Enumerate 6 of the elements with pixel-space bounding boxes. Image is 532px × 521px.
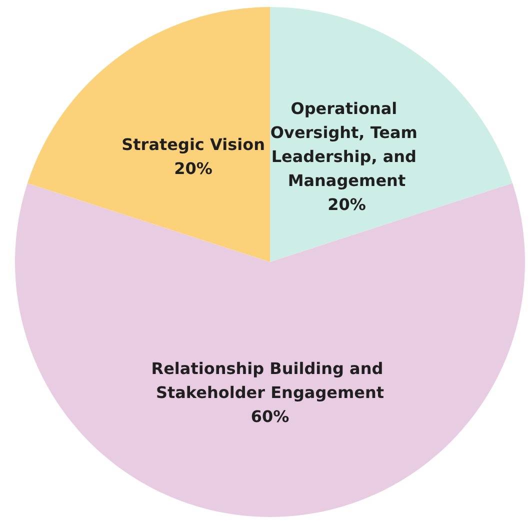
slice-label: Relationship Building and Stakeholder Engagement [151,359,389,402]
data-label: 20% [174,158,212,178]
slice-label: Operational Oversight, Team Leadership, and Management [270,98,424,190]
data-label: 60% [250,407,290,426]
data-label: 20% [328,194,366,214]
slice-label: Strategic Vision [122,134,265,154]
